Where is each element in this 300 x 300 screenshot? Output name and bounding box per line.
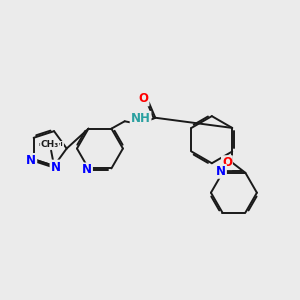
Text: N: N [50, 160, 61, 174]
Text: NH: NH [130, 112, 151, 125]
Text: methyl: methyl [39, 142, 63, 147]
Text: O: O [139, 92, 148, 105]
Text: N: N [26, 154, 36, 167]
Text: O: O [222, 156, 232, 169]
Text: N: N [82, 164, 92, 176]
Text: N: N [216, 165, 226, 178]
Text: CH₃: CH₃ [40, 140, 59, 149]
